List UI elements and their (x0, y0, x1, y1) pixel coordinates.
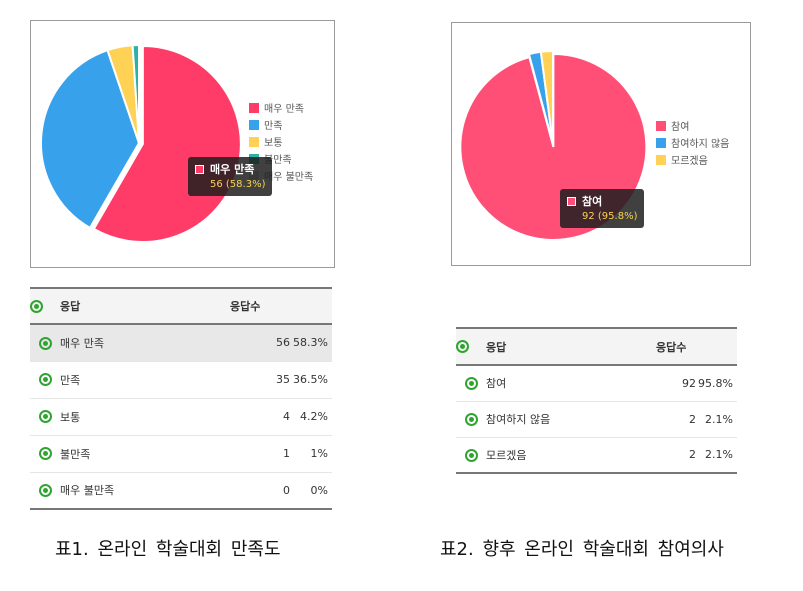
table-row[interactable]: 참여 92 95.8% (456, 365, 737, 402)
row-count: 4 (230, 398, 290, 436)
tooltip-swatch (195, 165, 204, 174)
eye-icon[interactable] (38, 336, 52, 350)
tooltip-label: 참여 (582, 195, 603, 208)
legend-label: 참여하지 않음 (671, 139, 730, 150)
row-label: 참여하지 않음 (486, 401, 656, 438)
row-count: 0 (230, 472, 290, 510)
header-count: 응답수 (230, 287, 332, 325)
table-row[interactable]: 모르겠음 2 2.1% (456, 437, 737, 474)
legend-label: 만족 (264, 121, 283, 132)
legend-item[interactable]: 보통 (249, 133, 313, 150)
row-percent: 2.1% (696, 437, 737, 474)
legend-swatch (656, 154, 666, 165)
row-percent: 2.1% (696, 401, 737, 438)
legend-label: 참여 (671, 122, 690, 133)
row-count: 35 (230, 361, 290, 399)
legend-label: 매우 만족 (264, 104, 304, 115)
legend-label: 보통 (264, 138, 283, 149)
table-satisfaction: 응답 응답수 매우 만족 56 58.3% 만족 35 36.5% 보통 4 4… (30, 287, 332, 510)
legend-item[interactable]: 매우 만족 (249, 99, 313, 116)
header-count: 응답수 (656, 327, 737, 366)
legend-swatch (249, 119, 259, 130)
legend-item[interactable]: 참여 (656, 117, 729, 134)
row-count: 2 (656, 401, 696, 438)
row-label: 보통 (60, 398, 230, 436)
legend-item[interactable]: 만족 (249, 116, 313, 133)
tooltip-label: 매우 만족 (210, 163, 255, 176)
table-row[interactable]: 보통 4 4.2% (30, 398, 332, 436)
table-row[interactable]: 매우 만족 56 58.3% (30, 324, 332, 362)
header-response: 응답 (60, 287, 230, 325)
pie-slice-2[interactable] (40, 48, 141, 230)
tooltip-value: 56 (58.3%) (210, 179, 266, 190)
row-count: 1 (230, 435, 290, 473)
row-count: 56 (230, 324, 290, 362)
table-row[interactable]: 참여하지 않음 2 2.1% (456, 401, 737, 438)
row-percent: 1% (290, 435, 332, 473)
tooltip-value: 92 (95.8%) (582, 211, 638, 222)
caption-table2: 표2. 향후 온라인 학술대회 참여의사 (440, 539, 724, 560)
row-count: 2 (656, 437, 696, 474)
table-header-row: 응답 응답수 (456, 327, 737, 366)
legend-swatch (249, 136, 259, 147)
eye-icon[interactable] (456, 340, 469, 354)
pie-slice-3[interactable] (539, 49, 554, 145)
row-label: 매우 불만족 (60, 472, 230, 510)
legend-item[interactable]: 모르겠음 (656, 151, 729, 168)
chart-satisfaction: 매우 만족 만족 보통 불만족 매우 불만족 매우 만족 56 (58.3%) (30, 20, 335, 268)
row-label: 매우 만족 (60, 324, 230, 362)
row-label: 모르겠음 (486, 437, 656, 474)
row-label: 참여 (486, 365, 656, 402)
row-percent: 95.8% (696, 365, 737, 402)
tooltip-satisfaction: 매우 만족 56 (58.3%) (188, 157, 273, 196)
tooltip-swatch (567, 197, 576, 206)
chart-participation: 참여 참여하지 않음 모르겠음 참여 92 (95.8%) (451, 22, 751, 266)
header-response: 응답 (486, 327, 656, 366)
row-count: 92 (656, 365, 696, 402)
row-percent: 36.5% (290, 361, 332, 399)
table-participation: 응답 응답수 참여 92 95.8% 참여하지 않음 2 2.1% 모르겠음 2… (456, 327, 737, 474)
legend-swatch (656, 137, 666, 148)
legend-item[interactable]: 참여하지 않음 (656, 134, 729, 151)
tooltip-participation: 참여 92 (95.8%) (560, 189, 645, 228)
row-label: 만족 (60, 361, 230, 399)
eye-icon[interactable] (30, 299, 43, 313)
legend-label: 불만족 (264, 155, 292, 166)
eye-icon[interactable] (38, 484, 52, 497)
eye-icon[interactable] (38, 447, 52, 461)
eye-icon[interactable] (464, 377, 478, 390)
table-row[interactable]: 불만족 1 1% (30, 435, 332, 473)
legend-swatch (656, 120, 666, 131)
caption-table1: 표1. 온라인 학술대회 만족도 (55, 539, 281, 560)
table-header-row: 응답 응답수 (30, 287, 332, 325)
table-row[interactable]: 만족 35 36.5% (30, 361, 332, 399)
pie-slice-4[interactable] (131, 43, 140, 144)
row-percent: 0% (290, 472, 332, 510)
eye-icon[interactable] (464, 412, 478, 426)
legend-swatch (249, 102, 259, 113)
legend-label: 모르겠음 (671, 156, 708, 167)
row-percent: 58.3% (290, 324, 332, 362)
eye-icon[interactable] (38, 373, 52, 387)
eye-icon[interactable] (464, 448, 478, 462)
eye-icon[interactable] (38, 410, 52, 424)
table-row[interactable]: 매우 불만족 0 0% (30, 472, 332, 510)
row-label: 불만족 (60, 435, 230, 473)
row-percent: 4.2% (290, 398, 332, 436)
legend-label: 매우 불만족 (264, 172, 314, 183)
